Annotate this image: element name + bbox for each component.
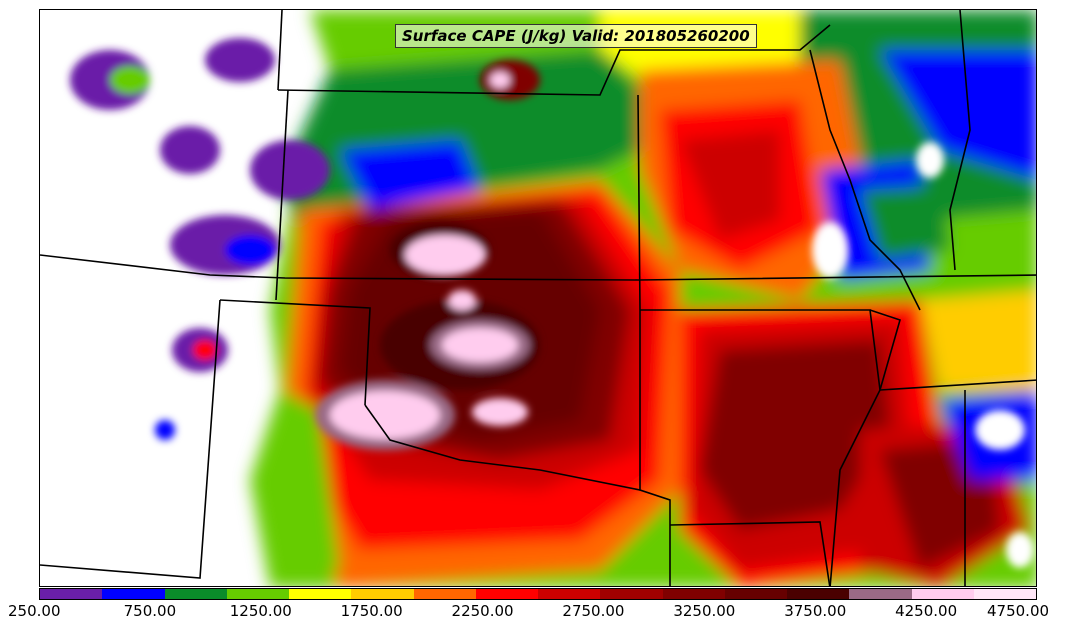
colorbar [39, 588, 1037, 600]
colorbar-tick-label: 3750.00 [784, 602, 847, 620]
colorbar-tick-label: 250.00 [8, 602, 61, 620]
colorbar-segment [164, 589, 227, 599]
colorbar-segment [351, 589, 414, 599]
colorbar-segment [911, 589, 974, 599]
colorbar-segment [40, 589, 103, 599]
colorbar-segment [538, 589, 601, 599]
colorbar-segment [849, 589, 912, 599]
colorbar-tick-label: 4250.00 [895, 602, 958, 620]
colorbar-segment [102, 589, 165, 599]
colorbar-segment [413, 589, 476, 599]
colorbar-tick-label: 4750.00 [987, 602, 1050, 620]
colorbar-tick-label: 3250.00 [673, 602, 736, 620]
colorbar-tick-label: 2250.00 [451, 602, 514, 620]
colorbar-tick-label: 1250.00 [229, 602, 292, 620]
colorbar-segment [226, 589, 289, 599]
colorbar-tick-label: 1750.00 [340, 602, 403, 620]
colorbar-segment [662, 589, 725, 599]
colorbar-segment [475, 589, 538, 599]
cape-map: Surface CAPE (J/kg) Valid: 201805260200 [39, 9, 1037, 587]
colorbar-segment [724, 589, 787, 599]
cape-field [40, 10, 1036, 586]
map-title: Surface CAPE (J/kg) Valid: 201805260200 [395, 24, 757, 48]
colorbar-tick-label: 2750.00 [562, 602, 625, 620]
colorbar-segment [787, 589, 850, 599]
colorbar-segment [973, 589, 1036, 599]
colorbar-tick-label: 750.00 [123, 602, 177, 620]
colorbar-segment [289, 589, 352, 599]
colorbar-segment [600, 589, 663, 599]
